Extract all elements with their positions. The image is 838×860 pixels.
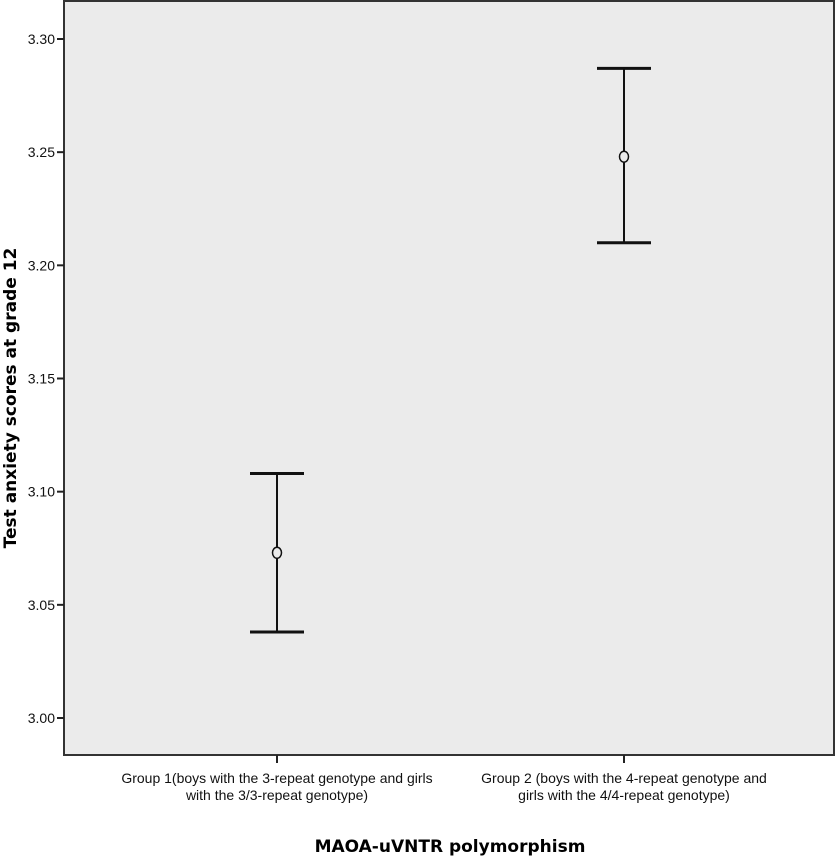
- y-axis-title: Test anxiety scores at grade 12: [1, 248, 21, 549]
- plot-area: [63, 0, 835, 756]
- x-category-label: with the 3/3-repeat genotype): [185, 787, 368, 803]
- x-category-label: Group 2 (boys with the 4-repeat genotype…: [481, 770, 767, 786]
- error-bar: [250, 472, 304, 634]
- y-tick-label: 3.15: [28, 371, 55, 387]
- y-tick-label: 3.30: [28, 31, 55, 47]
- y-tick-label: 3.20: [28, 257, 55, 273]
- mean-marker: [618, 150, 630, 163]
- error-bars: [250, 66, 651, 634]
- error-bar: [597, 66, 651, 245]
- y-tick-label: 3.05: [28, 597, 55, 613]
- mean-marker: [271, 546, 283, 560]
- y-axis: 3.00 3.05 3.10 3.15 3.20 3.25 3.30: [28, 31, 64, 726]
- x-category-label: Group 1(boys with the 3-repeat genotype …: [121, 770, 432, 786]
- x-axis-title: MAOA-uVNTR polymorphism: [315, 837, 586, 857]
- y-tick-label: 3.00: [28, 710, 55, 726]
- y-tick-label: 3.25: [28, 144, 55, 160]
- y-tick-label: 3.10: [28, 484, 55, 500]
- x-category-label: girls with the 4/4-repeat genotype): [518, 787, 730, 803]
- x-axis: Group 1(boys with the 3-repeat genotype …: [121, 755, 767, 803]
